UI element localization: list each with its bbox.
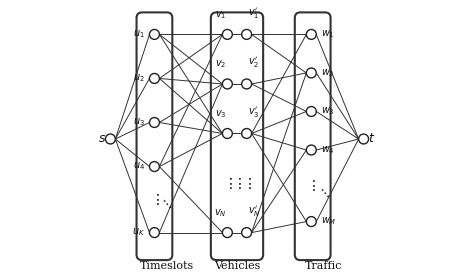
- Text: $w_3$: $w_3$: [321, 106, 335, 117]
- Text: $w_4$: $w_4$: [321, 144, 335, 156]
- Circle shape: [306, 68, 316, 78]
- Text: $w_M$: $w_M$: [321, 216, 337, 227]
- Text: $\vdots$: $\vdots$: [222, 175, 232, 190]
- Circle shape: [306, 29, 316, 39]
- Text: $u_1$: $u_1$: [133, 29, 145, 40]
- Text: Traffic: Traffic: [305, 261, 342, 271]
- Text: Timeslots: Timeslots: [140, 261, 194, 271]
- Circle shape: [359, 134, 369, 144]
- Text: $v_1$: $v_1$: [215, 9, 226, 21]
- Text: $\vdots$: $\vdots$: [242, 175, 252, 190]
- Text: $v_N'$: $v_N'$: [248, 204, 261, 219]
- Text: $v_3$: $v_3$: [215, 108, 226, 120]
- Text: $\cdots$: $\cdots$: [158, 193, 176, 212]
- Text: $s$: $s$: [98, 133, 106, 145]
- Circle shape: [149, 228, 159, 237]
- Circle shape: [242, 79, 252, 89]
- Circle shape: [149, 118, 159, 127]
- Circle shape: [242, 29, 252, 39]
- Circle shape: [242, 128, 252, 138]
- Circle shape: [306, 145, 316, 155]
- Circle shape: [306, 106, 316, 116]
- Text: $v_3'$: $v_3'$: [248, 105, 260, 120]
- Text: $\vdots$: $\vdots$: [307, 178, 316, 193]
- Circle shape: [149, 29, 159, 39]
- Circle shape: [105, 134, 115, 144]
- Circle shape: [222, 79, 232, 89]
- Text: $t$: $t$: [368, 133, 375, 145]
- Circle shape: [222, 29, 232, 39]
- Text: Vehicles: Vehicles: [214, 261, 260, 271]
- Text: $\vdots$: $\vdots$: [150, 192, 159, 207]
- Circle shape: [242, 228, 252, 237]
- Text: $u_3$: $u_3$: [133, 116, 145, 128]
- Text: $u_4$: $u_4$: [133, 161, 145, 172]
- Circle shape: [222, 228, 232, 237]
- Text: $v_2$: $v_2$: [215, 58, 226, 70]
- Circle shape: [149, 162, 159, 172]
- Text: $v_1'$: $v_1'$: [248, 6, 259, 21]
- Text: $u_2$: $u_2$: [133, 73, 145, 84]
- Text: $\cdots$: $\cdots$: [316, 182, 334, 200]
- Text: $\vdots$: $\vdots$: [232, 175, 242, 190]
- Circle shape: [306, 217, 316, 227]
- Circle shape: [222, 128, 232, 138]
- Text: $v_2'$: $v_2'$: [248, 56, 259, 70]
- Text: $v_N$: $v_N$: [214, 207, 227, 219]
- Text: $u_K$: $u_K$: [132, 227, 145, 239]
- Circle shape: [149, 73, 159, 83]
- Text: $w_2$: $w_2$: [321, 67, 335, 79]
- Text: $w_1$: $w_1$: [321, 29, 335, 40]
